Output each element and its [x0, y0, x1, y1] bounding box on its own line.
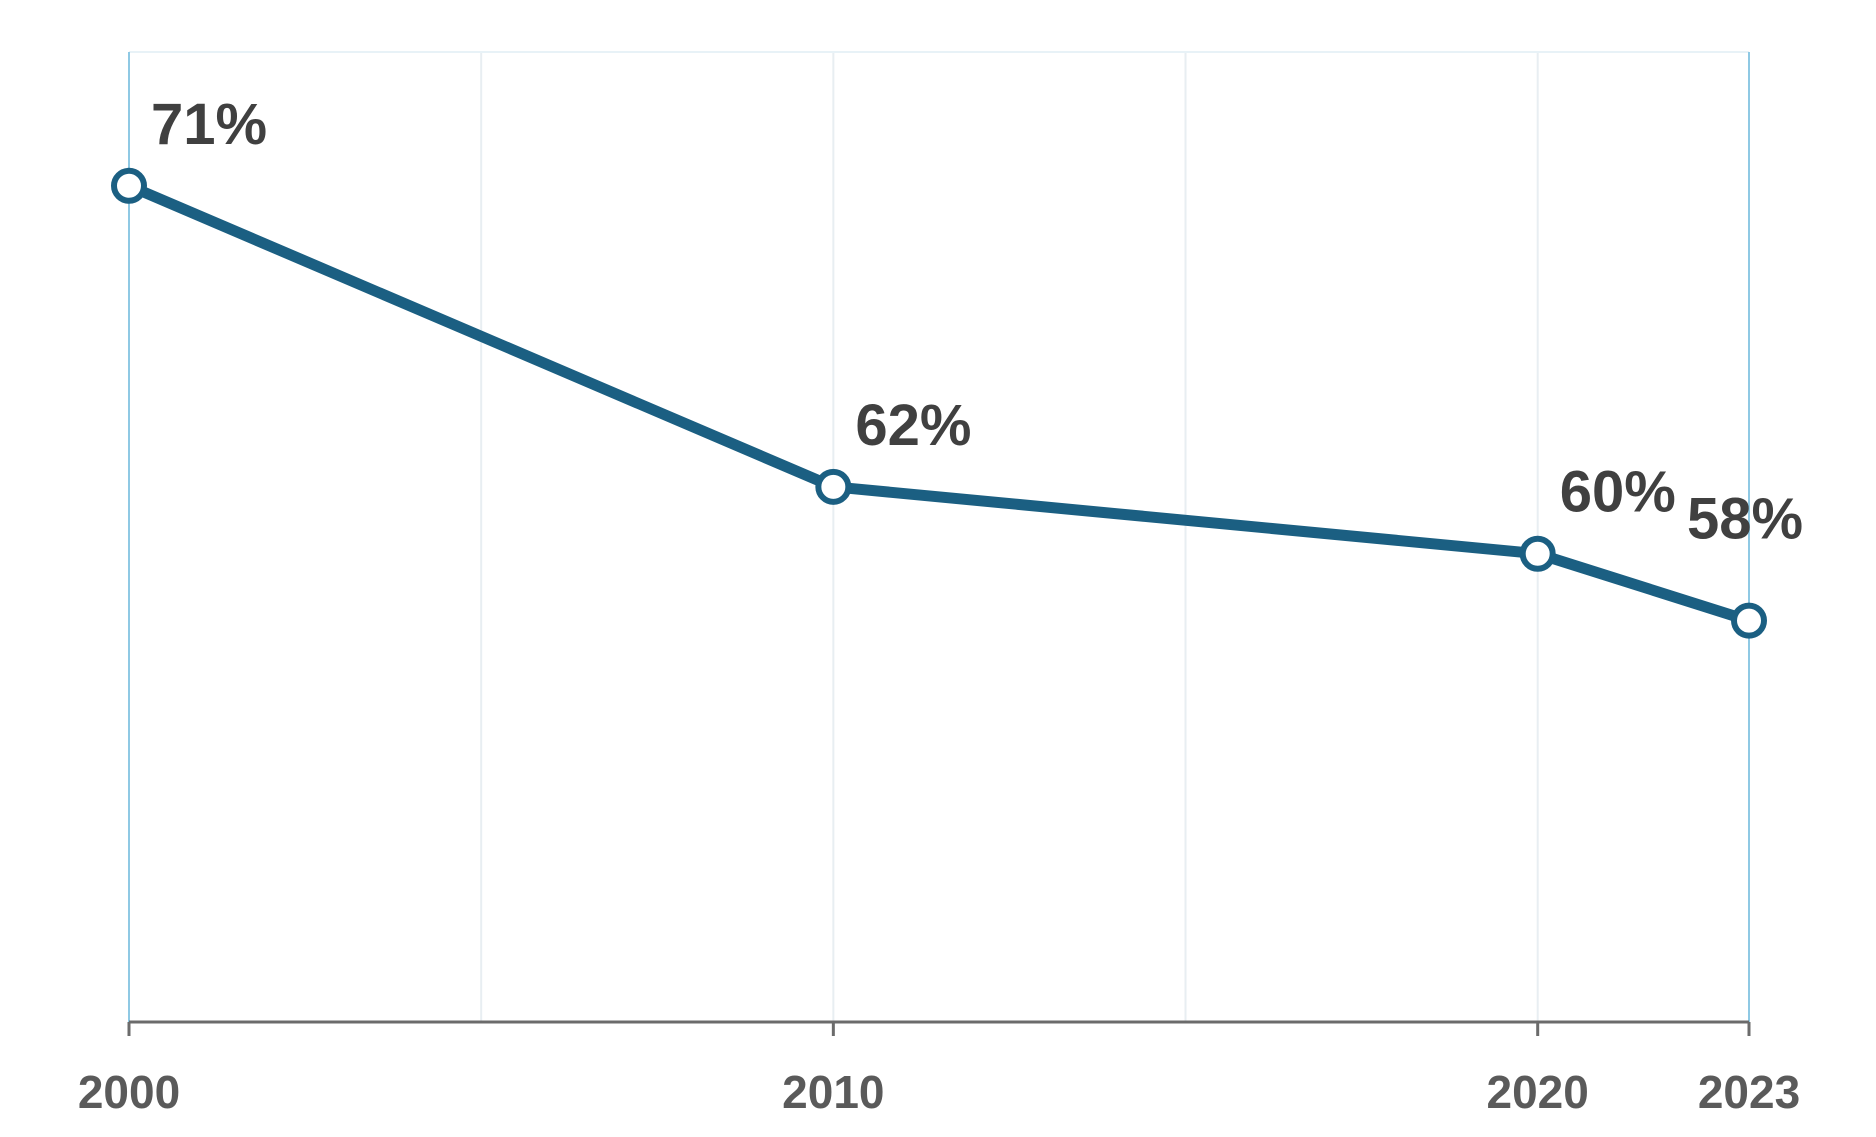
- grid: [128, 51, 1750, 1022]
- series-line: [123, 180, 1755, 627]
- series: [111, 167, 1767, 639]
- data-label: 62%: [855, 393, 971, 458]
- data-labels: 71% 62% 60% 58%: [151, 92, 1803, 552]
- x-axis: 2000 2010 2020 2023: [78, 1020, 1800, 1118]
- x-tick-label: 2020: [1487, 1066, 1589, 1118]
- data-point: [815, 468, 852, 505]
- data-label: 71%: [151, 92, 267, 157]
- x-tick-label: 2023: [1698, 1066, 1800, 1118]
- data-point: [1519, 535, 1556, 572]
- x-tick-label: 2000: [78, 1066, 180, 1118]
- data-label: 58%: [1687, 487, 1803, 552]
- data-point: [111, 167, 147, 204]
- data-label: 60%: [1560, 460, 1676, 525]
- x-tick-label: 2010: [782, 1066, 884, 1118]
- data-point: [1731, 602, 1767, 639]
